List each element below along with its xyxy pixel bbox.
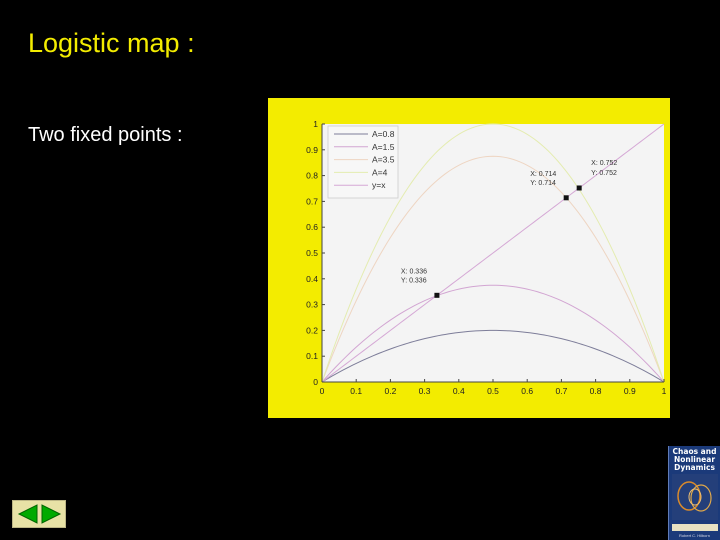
legend-box bbox=[327, 125, 399, 199]
x-tick-label: 0.1 bbox=[350, 386, 362, 396]
legend-label: A=4 bbox=[372, 167, 388, 177]
datatip-label: Y: 0.752 bbox=[591, 170, 617, 177]
datatip-label: Y: 0.714 bbox=[530, 180, 556, 187]
series-line-1 bbox=[321, 329, 665, 383]
series-layer bbox=[321, 123, 665, 383]
book-band bbox=[672, 524, 718, 531]
x-tick-label: 0.7 bbox=[555, 386, 567, 396]
x-tick-label: 0.4 bbox=[453, 386, 465, 396]
legend-label: y=x bbox=[372, 180, 386, 190]
y-tick-label: 0.9 bbox=[306, 145, 318, 155]
x-tick-label: 0.5 bbox=[487, 386, 499, 396]
datatip-label: X: 0.752 bbox=[591, 160, 617, 167]
datatip-marker[interactable] bbox=[434, 292, 440, 298]
right-arrow-icon[interactable] bbox=[40, 503, 62, 525]
book-author: Robert C. Hilborn bbox=[679, 533, 710, 538]
logistic-map-chart: 0 0.1 0.2 0.3 0.4 0.5 0.6 0.7 0.8 0.9 1 0 0.1 0.2 0.3 0… bbox=[268, 98, 670, 418]
x-tick-label: 0.3 bbox=[419, 386, 431, 396]
legend: A=0.8 A=1.5 A=3.5 A=4 y=x bbox=[327, 125, 399, 199]
series-line-2 bbox=[321, 284, 665, 383]
ticks-layer: 0 0.1 0.2 0.3 0.4 0.5 0.6 0.7 0.8 0.9 1 0 0.1 0.2 0.3 0… bbox=[306, 119, 666, 396]
y-tick-label: 0.8 bbox=[306, 171, 318, 181]
datatip-layer: X: 0.336 Y: 0.336 X: 0.714 Y: 0.714 X: 0.752… bbox=[401, 160, 617, 298]
y-tick-label: 0.4 bbox=[306, 274, 318, 284]
navigation-buttons bbox=[12, 500, 66, 528]
series-line-3 bbox=[321, 155, 665, 383]
datatip-label: Y: 0.336 bbox=[401, 277, 427, 284]
x-tick-label: 0.6 bbox=[521, 386, 533, 396]
y-tick-label: 0 bbox=[313, 377, 318, 387]
x-tick-label: 0 bbox=[320, 386, 325, 396]
legend-label: A=0.8 bbox=[372, 129, 395, 139]
book-title: Chaos and Nonlinear Dynamics bbox=[672, 447, 717, 472]
left-arrow-icon[interactable] bbox=[17, 503, 39, 525]
y-tick-label: 0.1 bbox=[306, 351, 318, 361]
chart-frame: 0 0.1 0.2 0.3 0.4 0.5 0.6 0.7 0.8 0.9 1 0 0.1 0.2 0.3 0… bbox=[268, 98, 670, 418]
datatip-label: X: 0.714 bbox=[530, 171, 556, 178]
datatip-marker[interactable] bbox=[576, 185, 582, 191]
y-tick-label: 0.5 bbox=[306, 248, 318, 258]
x-tick-label: 0.2 bbox=[384, 386, 396, 396]
x-tick-label: 0.8 bbox=[590, 386, 602, 396]
legend-label: A=1.5 bbox=[372, 142, 395, 152]
datatip-label: X: 0.336 bbox=[401, 268, 427, 275]
book-cover-image: Chaos and Nonlinear Dynamics Robert C. H… bbox=[668, 446, 720, 540]
x-tick-label: 1 bbox=[662, 386, 667, 396]
y-tick-label: 0.3 bbox=[306, 300, 318, 310]
datatip-marker[interactable] bbox=[563, 195, 569, 201]
y-tick-label: 0.2 bbox=[306, 325, 318, 335]
series-line-4 bbox=[321, 123, 665, 383]
legend-label: A=3.5 bbox=[372, 155, 395, 165]
y-tick-label: 0.7 bbox=[306, 196, 318, 206]
x-tick-label: 0.9 bbox=[624, 386, 636, 396]
y-tick-label: 1 bbox=[313, 119, 318, 129]
slide-body-text: Two fixed points : bbox=[28, 124, 183, 146]
slide-title: Logistic map : bbox=[28, 28, 195, 58]
y-tick-label: 0.6 bbox=[306, 222, 318, 232]
series-line-5 bbox=[321, 123, 665, 383]
attractor-artwork bbox=[672, 474, 718, 520]
